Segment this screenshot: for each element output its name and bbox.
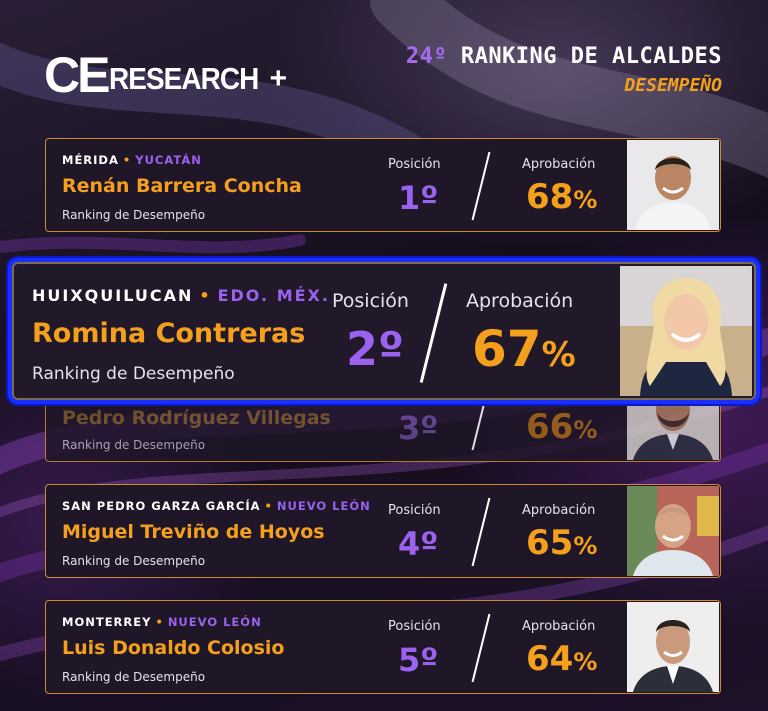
mayor-photo [627,602,719,692]
page-heading: 24º RANKING DE ALCALDES DESEMPEÑO [406,44,722,96]
position-label: Posición [332,290,409,312]
position-label: Posición [388,619,441,634]
mayor-name: Luis Donaldo Colosio [62,637,285,659]
approval-number: 65 [526,523,574,563]
position-value: 1º [398,179,439,217]
city: HUIXQUILUCAN [32,286,194,305]
separator-dot: • [199,286,212,305]
approval-number: 67 [472,320,542,378]
city: MONTERREY [62,615,152,629]
city: MÉRIDA [62,153,119,167]
mayor-name: Renán Barrera Concha [62,175,302,197]
state: NUEVO LEÓN [276,499,371,513]
logo-plus-text: + [269,62,287,95]
ranking-caption: Ranking de Desempeño [62,554,206,568]
approval-number: 64 [526,639,574,679]
percent-sign: % [573,648,598,676]
approval-label: Aprobación [466,290,574,312]
city: SAN PEDRO GARZA GARCÍA [62,499,261,513]
divider-slash [419,283,447,383]
ce-research-logo: CE RESEARCH + [44,48,287,100]
ranking-card-2-highlighted[interactable]: HUIXQUILUCAN • EDO. MÉX. Romina Contreras … [12,262,756,400]
approval-label: Aprobación [522,619,596,634]
approval-value: 67% [472,320,576,378]
ranking-caption: Ranking de Desempeño [32,364,235,384]
position-value: 4º [398,525,439,563]
mayor-photo [627,140,719,230]
ranking-card-1[interactable]: MÉRIDA • YUCATÁN Renán Barrera Concha Rank… [45,138,721,232]
mayor-name: Romina Contreras [32,318,306,349]
position-label: Posición [388,157,441,172]
approval-value: 64% [526,639,597,679]
divider-slash [471,613,491,683]
approval-number: 68 [526,177,574,217]
location: MONTERREY • NUEVO LEÓN [62,615,262,629]
approval-number: 66 [526,407,574,447]
heading-ordinal: 24º [405,44,448,69]
position-label: Posición [388,503,441,518]
approval-value: 65% [526,523,597,563]
state: YUCATÁN [135,153,202,167]
approval-label: Aprobación [522,157,596,172]
ranking-card-4[interactable]: SAN PEDRO GARZA GARCÍA • NUEVO LEÓN Miguel… [45,484,721,578]
approval-value: 68% [526,177,597,217]
position-value: 2º [346,322,404,376]
separator-dot: • [264,499,273,513]
location: HUIXQUILUCAN • EDO. MÉX. [32,286,330,305]
approval-value: 66% [526,407,597,447]
separator-dot: • [122,153,132,167]
percent-sign: % [573,532,598,560]
ranking-caption: Ranking de Desempeño [62,208,206,222]
divider-slash [471,151,491,221]
location: MÉRIDA • YUCATÁN [62,153,202,167]
logo-research-text: RESEARCH [109,61,259,96]
separator-dot: • [155,615,164,629]
percent-sign: % [573,416,598,444]
location: SAN PEDRO GARZA GARCÍA • NUEVO LEÓN [62,499,371,513]
mayor-name: Miguel Treviño de Hoyos [62,521,325,543]
approval-label: Aprobación [522,503,596,518]
state: NUEVO LEÓN [167,615,262,629]
position-value: 5º [398,641,439,679]
ranking-caption: Ranking de Desempeño [62,438,206,452]
ranking-caption: Ranking de Desempeño [62,670,206,684]
heading-subtitle: DESEMPEÑO [624,75,722,96]
ranking-card-5[interactable]: MONTERREY • NUEVO LEÓN Luis Donaldo Colosi… [45,600,721,694]
percent-sign: % [541,335,576,375]
percent-sign: % [573,186,598,214]
heading-title-line: 24º RANKING DE ALCALDES [406,44,722,69]
mayor-name: Pedro Rodríguez Villegas [62,407,331,429]
divider-slash [471,497,491,567]
mayor-photo [627,486,719,576]
state: EDO. MÉX. [217,286,330,305]
heading-title: RANKING DE ALCALDES [460,44,722,69]
logo-ce-text: CE [44,47,110,103]
mayor-photo [620,266,752,396]
position-value: 3º [398,409,439,447]
